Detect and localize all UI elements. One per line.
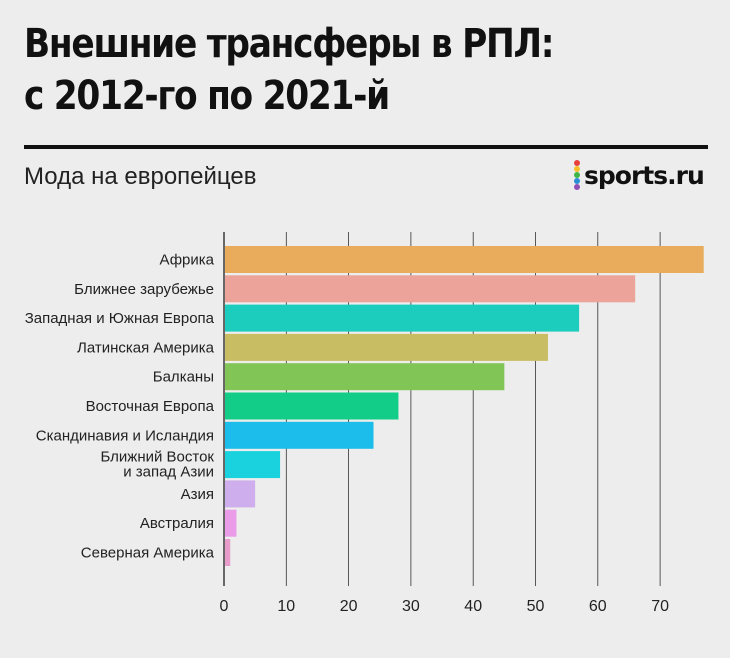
sports-ru-logo: sports.ru: [573, 158, 705, 192]
bar: [225, 509, 237, 537]
bar: [225, 539, 231, 566]
bar: [225, 333, 548, 361]
category-label: Северная Америка: [81, 545, 215, 562]
bar: [225, 246, 704, 273]
chart-title-line-1: Внешние трансферы в РПЛ:: [24, 21, 555, 67]
logo-dot: [574, 160, 580, 166]
x-tick-label: 0: [220, 598, 229, 615]
bar: [225, 421, 374, 449]
category-label: Австралия: [140, 515, 214, 532]
logo-dot: [574, 178, 580, 184]
chart-subtitle: Мода на европейцев: [24, 163, 257, 190]
category-label: Западная и Южная Европа: [25, 310, 215, 327]
bar: [225, 451, 281, 479]
x-tick-label: 40: [464, 598, 482, 615]
logo-text: sports.ru: [584, 160, 705, 190]
x-tick-label: 10: [277, 598, 295, 615]
category-label: Азия: [181, 486, 214, 503]
x-tick-label: 70: [651, 598, 669, 615]
category-label: Ближнее зарубежье: [74, 281, 214, 298]
category-label: Латинская Америка: [77, 339, 215, 356]
x-tick-label: 60: [589, 598, 607, 615]
category-label-line: и запад Азии: [123, 464, 214, 481]
x-tick-label: 50: [527, 598, 545, 615]
bar: [225, 363, 505, 391]
category-label: Восточная Европа: [86, 398, 215, 415]
chart-title: Внешние трансферы в РПЛ: с 2012-го по 20…: [24, 18, 617, 122]
category-label: Африка: [160, 252, 215, 269]
logo-dot: [574, 166, 580, 172]
category-label-line: Ближний Восток: [100, 449, 214, 466]
category-label: Балканы: [153, 369, 214, 386]
bar: [225, 304, 580, 332]
logo-dot: [574, 172, 580, 178]
bar: [225, 392, 399, 420]
x-tick-label: 20: [340, 598, 358, 615]
bar: [225, 480, 256, 508]
logo-dots-icon: [573, 160, 581, 190]
category-label: Ближний Восток и запад Азии: [100, 449, 214, 481]
chart-title-line-2: с 2012-го по 2021-й: [24, 73, 390, 119]
title-divider: [24, 145, 708, 149]
x-tick-label: 30: [402, 598, 420, 615]
category-label: Скандинавия и Исландия: [36, 427, 214, 444]
logo-dot: [574, 184, 580, 190]
bar: [225, 275, 636, 303]
